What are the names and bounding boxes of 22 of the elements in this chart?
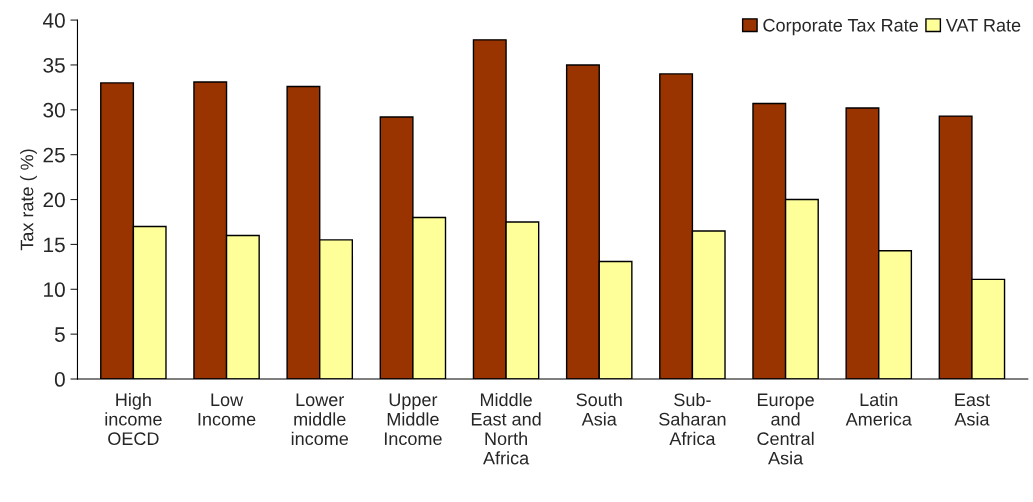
- x-tick-label: High income OECD: [105, 392, 162, 446]
- y-tick-label: 25: [43, 147, 65, 163]
- y-tick-label: 5: [54, 327, 65, 342]
- y-tick-label: 35: [43, 57, 65, 73]
- x-tick-label: Middle East and North Africa: [471, 392, 541, 465]
- x-tick-label: Sub- Saharan Africa: [659, 392, 726, 446]
- x-tick-label: Upper Middle Income: [384, 393, 442, 446]
- x-tick-label: Lower middle income: [291, 393, 349, 446]
- y-tick-label: 20: [43, 192, 65, 208]
- legend-label: VAT Rate: [945, 19, 1021, 32]
- y-axis-title: Tax rate ( %): [20, 149, 37, 251]
- x-tick-label: Europe and Central Asia: [757, 393, 814, 465]
- x-tick-label: East Asia: [954, 393, 990, 426]
- y-tick-label: 30: [43, 102, 65, 118]
- y-tick-label: 15: [44, 237, 65, 253]
- y-tick-label: 0: [54, 372, 65, 387]
- y-tick-label: 10: [44, 282, 65, 298]
- y-tick-label: 40: [42, 13, 65, 28]
- x-tick-label: South Asia: [576, 392, 622, 426]
- x-tick-label: Low Income: [198, 393, 256, 426]
- x-tick-label: Latin America: [845, 392, 912, 426]
- legend-label: Corporate Tax Rate: [763, 18, 918, 36]
